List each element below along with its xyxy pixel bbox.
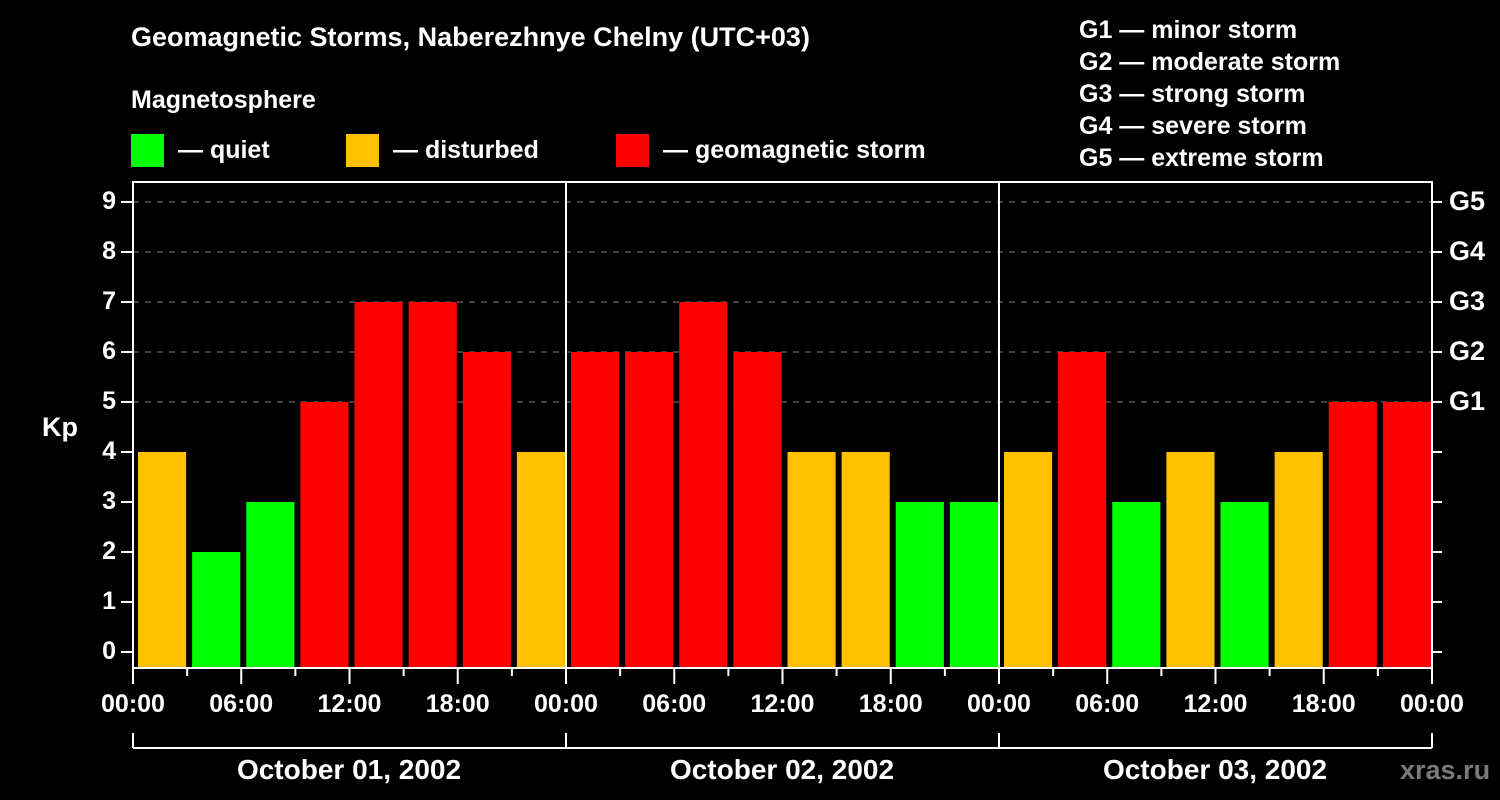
g-tick-label: G5 [1449, 186, 1486, 216]
y-tick-label: 3 [102, 487, 116, 515]
day-label: October 02, 2002 [669, 754, 895, 785]
disturbed-swatch-icon [346, 133, 379, 167]
kp-bar [516, 452, 565, 667]
x-tick-label: 06:00 [642, 690, 707, 718]
y-tick-label: 6 [102, 337, 116, 365]
kp-bar [1274, 452, 1323, 667]
y-tick-label: 4 [102, 437, 116, 465]
kp-bar [354, 302, 403, 667]
legend-label: — geomagnetic storm [663, 135, 926, 164]
g-tick-label: G2 [1449, 336, 1486, 366]
x-tick-label: 18:00 [858, 690, 923, 718]
kp-bar [408, 302, 457, 667]
g-tick-label: G4 [1449, 236, 1486, 266]
y-tick-label: 7 [102, 287, 116, 315]
kp-bar [679, 302, 728, 667]
kp-bar [1328, 402, 1377, 667]
y-tick-label: 5 [102, 387, 116, 415]
watermark: xras.ru [1400, 755, 1491, 785]
kp-bar [192, 552, 241, 667]
y-tick-label: 1 [102, 587, 116, 615]
legend-heading: Magnetosphere [131, 86, 316, 114]
y-tick-label: 8 [102, 237, 116, 265]
day-label: October 03, 2002 [1102, 754, 1328, 785]
kp-bar [1004, 452, 1053, 667]
x-tick-label: 00:00 [967, 690, 1031, 718]
g-tick-label: G1 [1449, 386, 1486, 416]
x-tick-label: 00:00 [101, 690, 165, 718]
g-scale-item: G3 — strong storm [1079, 80, 1306, 108]
kp-bar [1112, 502, 1161, 667]
day-label: October 01, 2002 [236, 754, 462, 785]
kp-bar [138, 452, 187, 667]
kp-bar [300, 402, 349, 667]
x-tick-label: 00:00 [534, 690, 598, 718]
kp-bar [571, 352, 620, 667]
legend-item-quiet: — quiet [131, 133, 270, 167]
kp-bar [895, 502, 944, 667]
kp-bar [787, 452, 836, 667]
legend-item-disturbed: — disturbed [346, 133, 539, 167]
y-axis-label: Kp [42, 412, 78, 442]
g-scale-item: G2 — moderate storm [1079, 48, 1341, 76]
kp-bar [949, 502, 998, 667]
legend-label: — disturbed [393, 135, 539, 164]
kp-bar [1058, 352, 1107, 667]
x-tick-label: 12:00 [317, 690, 382, 718]
legend-item-storm: — geomagnetic storm [616, 133, 926, 167]
storm-swatch-icon [616, 133, 649, 167]
x-tick-label: 18:00 [1291, 690, 1356, 718]
kp-bar [1382, 402, 1431, 667]
x-tick-label: 06:00 [1075, 690, 1140, 718]
kp-bar [246, 502, 295, 667]
chart-title: Geomagnetic Storms, Naberezhnye Chelny (… [131, 22, 810, 52]
kp-bar [841, 452, 890, 667]
x-tick-label: 06:00 [209, 690, 274, 718]
kp-bar [733, 352, 782, 667]
quiet-swatch-icon [131, 133, 164, 167]
kp-bar [1220, 502, 1269, 667]
y-tick-label: 0 [102, 637, 116, 665]
legend-label: — quiet [178, 135, 270, 164]
g-tick-label: G3 [1449, 286, 1486, 316]
y-tick-label: 2 [102, 537, 116, 565]
g-scale-legend: G1 — minor storm G2 — moderate storm G3 … [1079, 14, 1340, 174]
kp-bar [462, 352, 511, 667]
x-tick-label: 12:00 [1183, 690, 1248, 718]
y-tick-label: 9 [102, 187, 116, 215]
g-scale-item: G1 — minor storm [1079, 16, 1298, 44]
x-tick-label: 12:00 [750, 690, 815, 718]
kp-bar [625, 352, 674, 667]
g-scale-item: G4 — severe storm [1079, 112, 1307, 140]
kp-bar [1166, 452, 1215, 667]
x-tick-label: 00:00 [1400, 690, 1464, 718]
g-scale-item: G5 — extreme storm [1079, 144, 1324, 172]
x-tick-label: 18:00 [425, 690, 490, 718]
